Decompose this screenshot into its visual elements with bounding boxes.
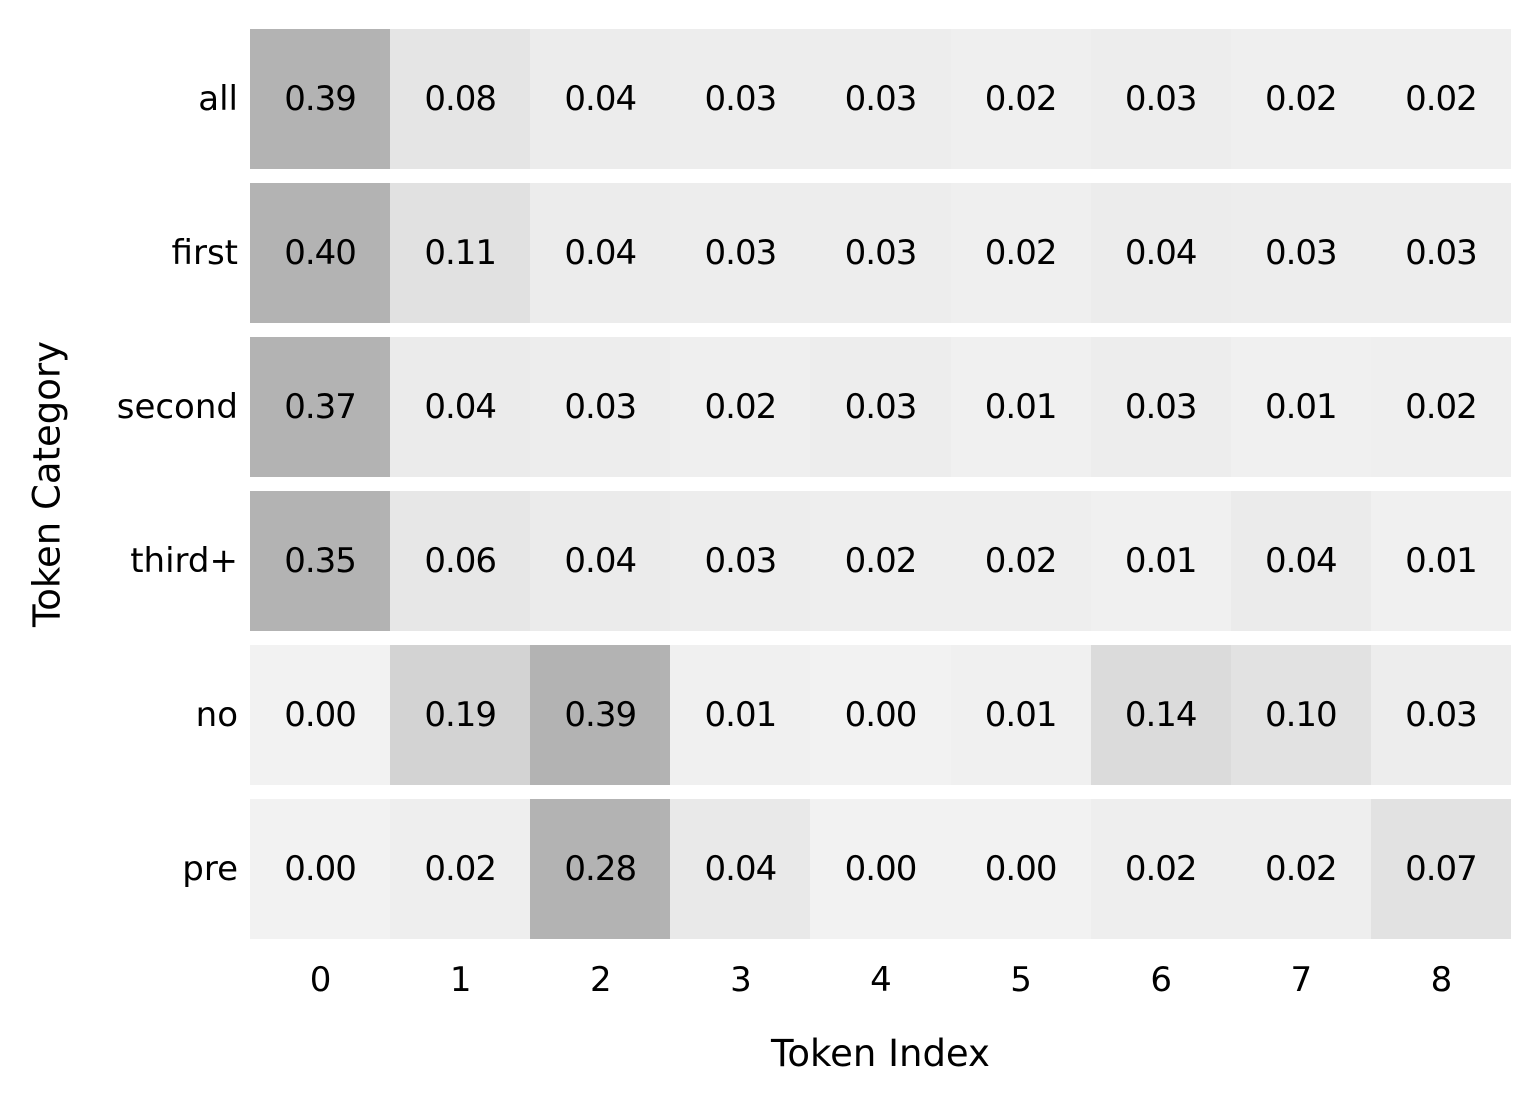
heatmap-cell: 0.02 — [1230, 799, 1371, 939]
heatmap-cell: 0.07 — [1370, 799, 1511, 939]
row-label: no — [195, 695, 238, 735]
heatmap-cell: 0.06 — [390, 491, 531, 631]
heatmap-cell: 0.39 — [250, 29, 391, 169]
heatmap-cell: 0.03 — [1090, 29, 1231, 169]
heatmap-cell: 0.03 — [1090, 337, 1231, 477]
x-tick-label: 0 — [309, 960, 332, 1000]
heatmap-cell: 0.01 — [1370, 491, 1511, 631]
heatmap-cell: 0.08 — [390, 29, 531, 169]
row-label: second — [116, 387, 238, 427]
heatmap-cell: 0.03 — [670, 29, 811, 169]
heatmap-cell: 0.03 — [810, 29, 951, 169]
heatmap-cell: 0.04 — [670, 799, 811, 939]
x-tick-label: 2 — [589, 960, 612, 1000]
heatmap-cell: 0.02 — [1370, 29, 1511, 169]
x-tick-label: 4 — [870, 960, 892, 1000]
heatmap-cell: 0.03 — [530, 337, 671, 477]
x-tick-label: 7 — [1290, 960, 1313, 1000]
heatmap-cell: 0.02 — [1370, 337, 1511, 477]
heatmap-cell: 0.04 — [530, 491, 671, 631]
x-tick-label: 8 — [1430, 960, 1453, 1000]
heatmap-cell: 0.03 — [810, 183, 951, 323]
heatmap-cell: 0.11 — [390, 183, 531, 323]
heatmap-row: pre 0.00 0.02 0.28 0.04 0.00 0.00 0.02 0.02 0.07 — [182, 799, 1511, 939]
heatmap-cell: 0.01 — [950, 337, 1091, 477]
x-tick-label: 6 — [1150, 960, 1172, 1000]
heatmap-cell: 0.14 — [1090, 645, 1231, 785]
heatmap-plot: all 0.39 0.08 0.04 0.03 0.03 0.02 0.03 0.02 0.02 f… — [117, 29, 1511, 939]
heatmap-cell: 0.01 — [1230, 337, 1371, 477]
y-axis-label: Token Category — [25, 340, 69, 628]
heatmap-cell: 0.00 — [810, 645, 951, 785]
heatmap-cell: 0.02 — [1230, 29, 1371, 169]
heatmap-cell: 0.04 — [1090, 183, 1231, 323]
heatmap-cell: 0.03 — [1370, 183, 1511, 323]
heatmap-row: second 0.37 0.04 0.03 0.02 0.03 0.01 0.03 0.01 0.… — [117, 337, 1511, 477]
heatmap-cell: 0.02 — [950, 491, 1091, 631]
heatmap-cell: 0.00 — [810, 799, 951, 939]
row-label: third+ — [130, 541, 238, 581]
heatmap-cell: 0.03 — [1230, 183, 1371, 323]
heatmap-cell: 0.04 — [530, 183, 671, 323]
heatmap-row: all 0.39 0.08 0.04 0.03 0.03 0.02 0.03 0.02 0.02 — [198, 29, 1511, 169]
heatmap-cell: 0.00 — [950, 799, 1091, 939]
heatmap-cell: 0.00 — [250, 645, 391, 785]
heatmap-cell: 0.02 — [390, 799, 531, 939]
heatmap-cell: 0.02 — [810, 491, 951, 631]
heatmap-cell: 0.03 — [670, 491, 811, 631]
heatmap-cell: 0.40 — [250, 183, 391, 323]
heatmap-cell: 0.02 — [1090, 799, 1231, 939]
heatmap-cell: 0.03 — [810, 337, 951, 477]
heatmap-cell: 0.03 — [670, 183, 811, 323]
heatmap-cell: 0.01 — [1090, 491, 1231, 631]
heatmap-cell: 0.03 — [1370, 645, 1511, 785]
heatmap-cell: 0.39 — [530, 645, 671, 785]
x-tick-label: 3 — [730, 960, 752, 1000]
heatmap-cell: 0.04 — [530, 29, 671, 169]
heatmap-cell: 0.02 — [950, 29, 1091, 169]
heatmap-row: first 0.40 0.11 0.04 0.03 0.03 0.02 0.04 0.03 0.0… — [172, 183, 1511, 323]
heatmap-row: no 0.00 0.19 0.39 0.01 0.00 0.01 0.14 0.10 0.03 — [196, 645, 1511, 785]
heatmap-cell: 0.04 — [1230, 491, 1371, 631]
heatmap-cell: 0.01 — [950, 645, 1091, 785]
row-label: all — [198, 79, 238, 119]
row-label: pre — [182, 849, 238, 889]
heatmap-cell: 0.01 — [670, 645, 811, 785]
heatmap-cell: 0.28 — [530, 799, 671, 939]
heatmap-cell: 0.37 — [250, 337, 391, 477]
x-tick-label: 5 — [1010, 960, 1032, 1000]
heatmap-cell: 0.04 — [390, 337, 531, 477]
x-axis-label: Token Index — [771, 1032, 990, 1075]
heatmap-cell: 0.02 — [950, 183, 1091, 323]
heatmap-cell: 0.19 — [390, 645, 531, 785]
x-axis-tick-labels: 0 1 2 3 4 5 6 7 8 — [250, 960, 1511, 1001]
heatmap-cell: 0.10 — [1230, 645, 1371, 785]
heatmap-cell: 0.02 — [670, 337, 811, 477]
heatmap-row: third+ 0.35 0.06 0.04 0.03 0.02 0.02 0.01 0.04 0.… — [130, 491, 1511, 631]
row-label: first — [171, 233, 238, 273]
heatmap-cell: 0.00 — [250, 799, 391, 939]
heatmap-cell: 0.35 — [250, 491, 391, 631]
x-tick-label: 1 — [449, 960, 472, 1000]
